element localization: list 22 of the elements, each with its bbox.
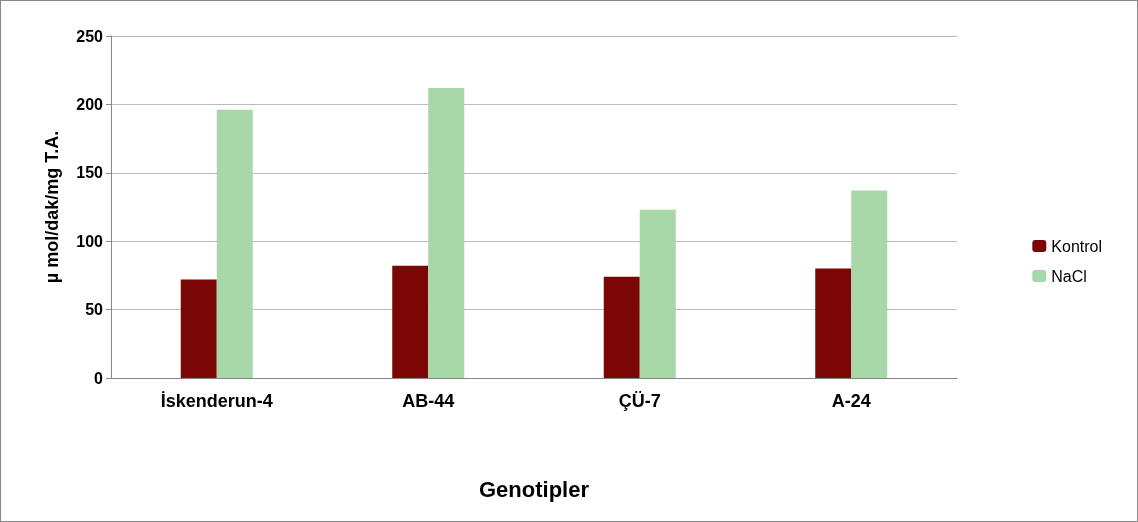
legend-label: Kontrol <box>1051 237 1103 255</box>
x-tick-label: A-24 <box>831 391 871 411</box>
y-axis-title: µ mol/dak/mg T.A. <box>42 130 62 284</box>
y-tick-label: 0 <box>94 369 104 387</box>
bar <box>392 265 429 378</box>
y-tick-label: 200 <box>76 95 104 113</box>
y-tick-label: 50 <box>85 301 104 319</box>
bar <box>428 87 465 378</box>
bar <box>815 268 852 378</box>
x-tick-label: ÇÜ-7 <box>618 391 661 411</box>
bar <box>216 109 253 378</box>
bar <box>639 209 676 378</box>
bar <box>851 190 888 378</box>
bar <box>603 276 640 378</box>
x-axis-title: Genotipler <box>478 476 590 502</box>
bar <box>180 279 217 378</box>
x-tick-label: AB-44 <box>402 391 455 411</box>
y-tick-label: 250 <box>76 27 104 45</box>
legend-label: NaCl <box>1051 267 1087 285</box>
y-tick-label: 100 <box>76 232 104 250</box>
y-tick-label: 150 <box>76 164 104 182</box>
x-tick-label: İskenderun-4 <box>160 391 273 411</box>
